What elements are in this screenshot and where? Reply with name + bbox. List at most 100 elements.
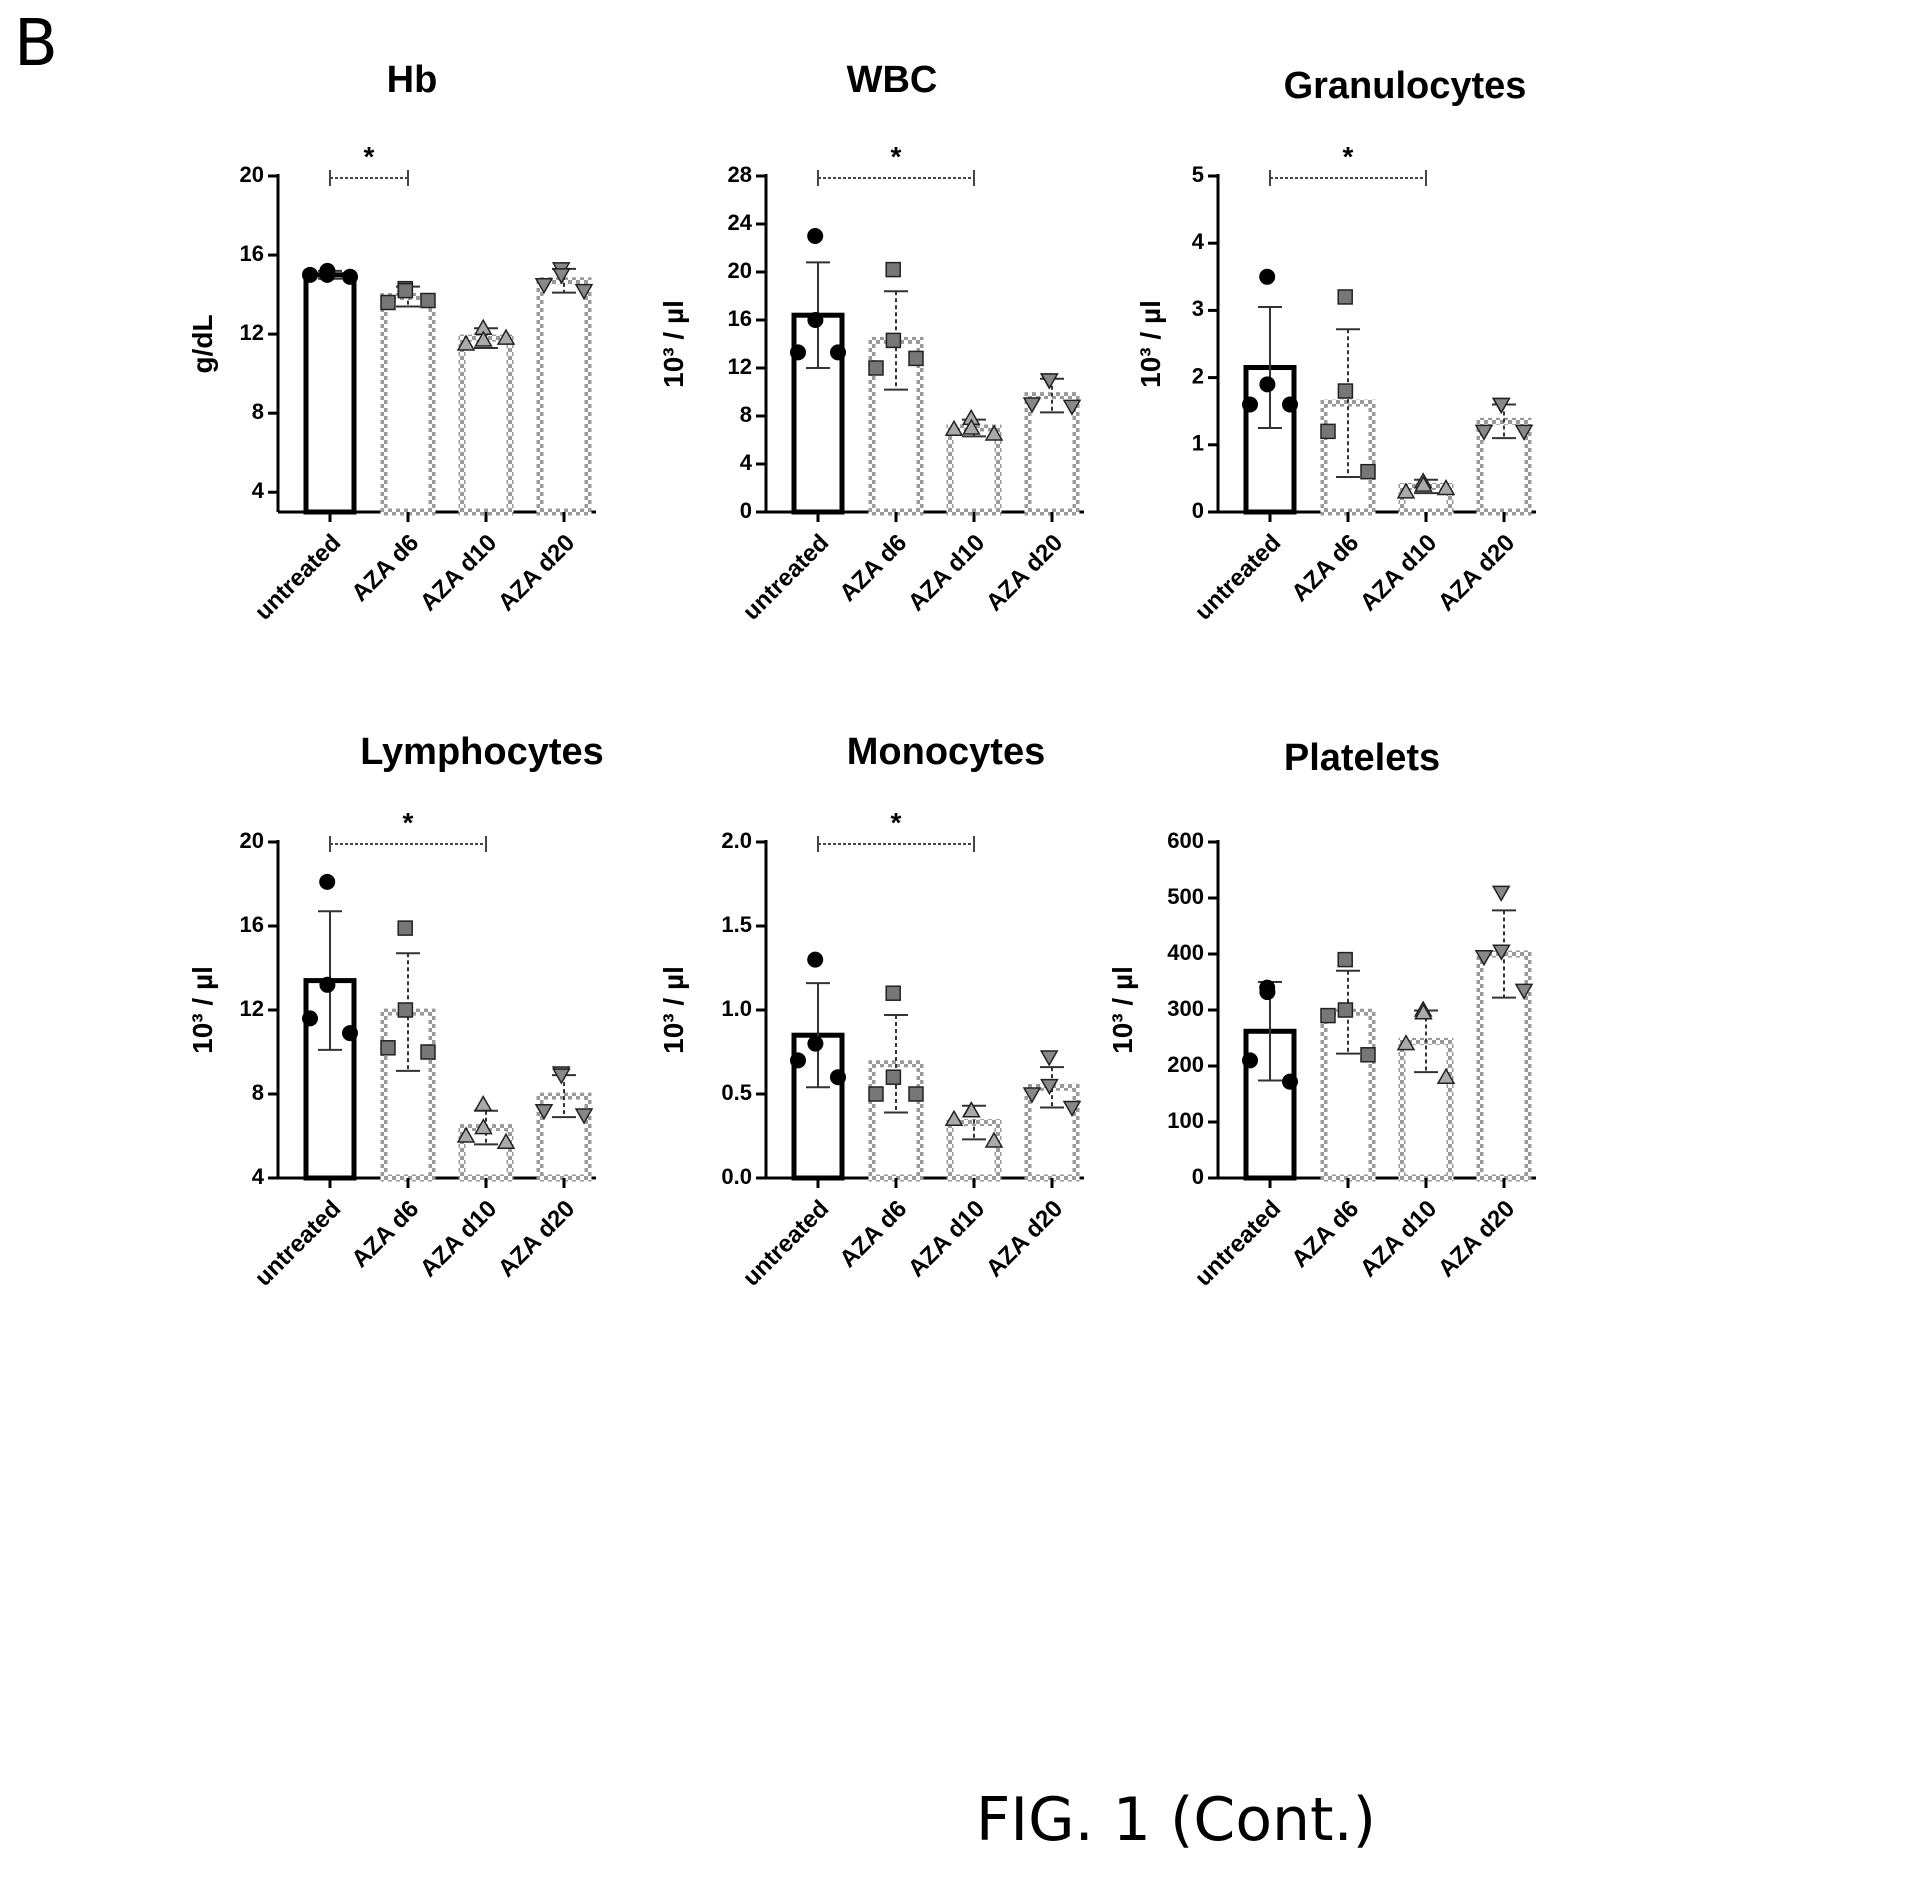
data-point	[552, 1068, 571, 1085]
data-point	[1320, 423, 1336, 440]
chart-platelets: Platelets 10³ / µl 0 100 200 300 400 500 600 untr…	[1107, 737, 1536, 1292]
data-point	[807, 951, 824, 968]
data-point	[908, 350, 924, 367]
y-tick-label: 4	[1192, 229, 1205, 254]
data-point	[1360, 463, 1376, 480]
y-tick-label: 24	[728, 210, 753, 235]
x-tick-label: AZA d10	[415, 529, 502, 616]
data-point	[574, 283, 594, 301]
y-tick-label: 500	[1167, 884, 1204, 909]
data-point	[420, 1044, 436, 1060]
y-tick-label: 3	[1192, 296, 1204, 321]
significance-label: *	[403, 807, 414, 838]
x-tick-label: AZA d10	[903, 529, 990, 616]
data-point	[574, 1108, 594, 1125]
x-tick-label: untreated	[738, 529, 834, 625]
data-point	[984, 424, 1004, 441]
data-point	[1491, 885, 1511, 902]
data-point	[342, 268, 358, 285]
data-point	[944, 1109, 964, 1126]
data-point	[1259, 984, 1276, 1001]
y-tick-label: 400	[1167, 940, 1204, 965]
data-point	[1414, 475, 1433, 492]
data-point	[534, 1104, 554, 1121]
y-tick-label: 5	[1192, 162, 1204, 187]
y-tick-label: 4	[252, 478, 265, 503]
data-point	[473, 1094, 493, 1112]
y-axis-label: 10³ / µl	[658, 966, 689, 1054]
data-point	[380, 294, 396, 311]
y-tick-label: 16	[240, 241, 264, 266]
bar	[946, 1119, 1002, 1182]
data-point	[552, 268, 571, 285]
y-tick-label: 4	[740, 450, 753, 475]
y-tick-label: 0	[1192, 498, 1204, 523]
x-tick-label: AZA d10	[1355, 529, 1442, 616]
data-point	[1022, 1087, 1042, 1104]
data-point	[885, 332, 902, 349]
x-tick-label: AZA d6	[834, 529, 912, 607]
data-point	[474, 1118, 493, 1135]
significance-label: *	[891, 807, 902, 838]
data-point	[1242, 396, 1258, 413]
data-point	[984, 1131, 1004, 1148]
y-axis-label: 10³ / µl	[1107, 966, 1138, 1054]
y-tick-label: 4	[252, 1164, 265, 1189]
chart-title: Lymphocytes	[360, 731, 604, 773]
data-point	[807, 228, 824, 244]
data-point	[885, 261, 901, 278]
y-tick-label: 1	[1192, 431, 1204, 456]
data-point	[885, 985, 901, 1001]
y-tick-label: 20	[240, 162, 264, 187]
y-tick-label: 12	[240, 320, 264, 345]
data-point	[1337, 1002, 1354, 1018]
x-tick-label: AZA d20	[493, 1195, 580, 1282]
data-point	[885, 1069, 902, 1085]
data-point	[1514, 424, 1534, 441]
data-point	[868, 1086, 884, 1102]
y-tick-label: 8	[252, 399, 264, 424]
data-point	[1337, 383, 1354, 399]
data-point	[1436, 478, 1456, 496]
y-tick-label: 20	[240, 828, 264, 853]
data-point	[456, 1126, 476, 1143]
x-tick-label: AZA d20	[1433, 529, 1520, 616]
y-axis-label: 10³ / µl	[187, 966, 218, 1054]
data-point	[474, 330, 493, 347]
y-tick-label: 0.0	[721, 1164, 752, 1189]
x-tick-label: untreated	[250, 1195, 346, 1291]
x-tick-label: AZA d20	[1433, 1195, 1520, 1282]
data-point	[456, 334, 476, 351]
data-point	[1242, 1052, 1258, 1069]
significance-label: *	[1343, 141, 1354, 172]
data-point	[1259, 376, 1276, 393]
x-tick-label: untreated	[250, 529, 346, 625]
data-point	[908, 1086, 924, 1102]
data-point	[1492, 944, 1511, 961]
data-point	[1282, 396, 1298, 413]
bar	[380, 293, 436, 516]
data-point	[397, 282, 414, 299]
data-point	[1360, 1047, 1376, 1063]
x-tick-label: AZA d6	[346, 529, 424, 607]
x-tick-label: untreated	[738, 1195, 834, 1291]
data-point	[496, 328, 516, 345]
x-tick-label: AZA d10	[415, 1195, 502, 1282]
y-tick-label: 100	[1167, 1108, 1204, 1133]
bar	[303, 272, 357, 515]
data-point	[342, 1025, 358, 1042]
data-point	[1436, 1067, 1456, 1084]
x-tick-label: AZA d10	[1355, 1195, 1442, 1282]
data-point	[534, 277, 554, 295]
y-tick-label: 1.5	[721, 912, 752, 937]
x-tick-label: AZA d6	[834, 1195, 912, 1273]
data-point	[830, 344, 846, 361]
chart-title: WBC	[847, 59, 938, 101]
y-axis-label: 10³ / µl	[658, 300, 689, 388]
data-point	[302, 1010, 318, 1027]
x-tick-label: untreated	[1190, 1195, 1286, 1291]
data-point	[1039, 1050, 1059, 1067]
